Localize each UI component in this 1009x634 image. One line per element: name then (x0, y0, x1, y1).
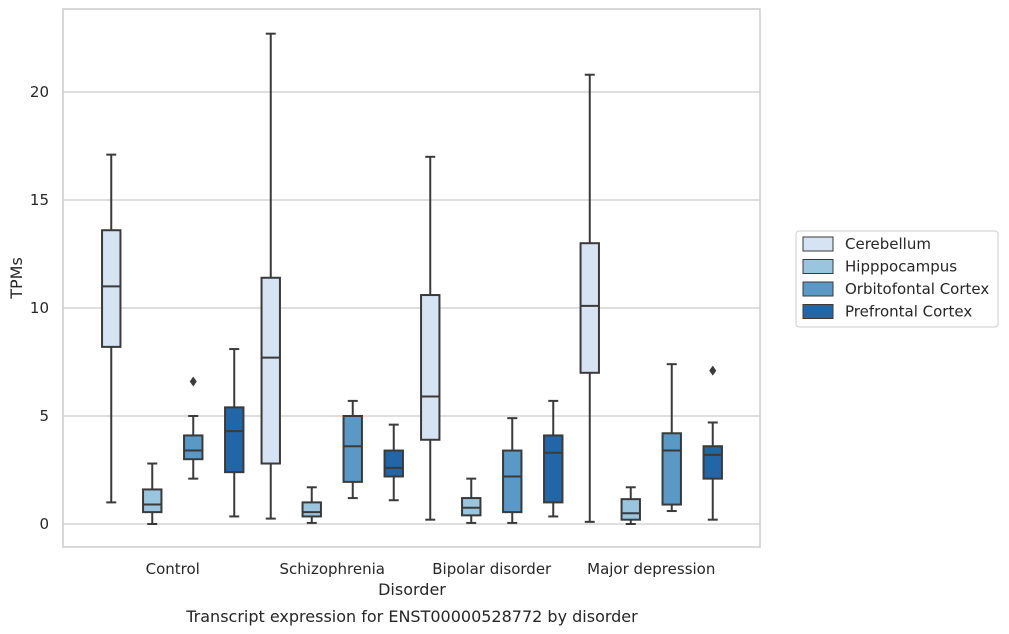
y-axis-ticks: 0 5 10 15 20 (30, 83, 49, 533)
legend-label: Prefrontal Cortex (845, 303, 972, 321)
x-axis-ticks: Control Schizophrenia Bipolar disorder Majo… (146, 560, 716, 578)
box-cerebellum (260, 32, 281, 520)
legend-frame (795, 230, 999, 328)
box-iqr (301, 501, 322, 518)
y-tick-label: 15 (30, 191, 49, 209)
legend-swatch (802, 236, 834, 252)
y-tick-label: 10 (30, 299, 49, 317)
y-axis-label: TPMs (7, 257, 26, 300)
outlier-point (709, 365, 717, 376)
box-cerebellum (579, 73, 600, 523)
x-tick-label: Control (146, 560, 200, 578)
x-axis-label: Disorder (378, 580, 446, 599)
box-orbitofontal-cortex (661, 363, 682, 513)
x-tick-label: Bipolar disorder (432, 560, 552, 578)
chart-caption: Transcript expression for ENST0000052877… (185, 607, 638, 626)
box-iqr (702, 445, 723, 480)
y-tick-label: 5 (39, 407, 49, 425)
y-tick-label: 0 (39, 515, 49, 533)
box-series (101, 32, 723, 525)
box-hipppocampus (461, 477, 482, 524)
box-iqr (101, 229, 122, 348)
box-iqr (142, 488, 163, 514)
box-iqr (420, 294, 441, 441)
legend-label: Hipppocampus (845, 258, 957, 276)
plot-frame (62, 8, 761, 548)
box-cerebellum (101, 153, 122, 504)
box-iqr (620, 498, 641, 521)
box-prefrontal-cortex (383, 423, 404, 502)
legend-swatch (802, 259, 834, 274)
box-orbitofontal-cortex (502, 417, 523, 524)
box-prefrontal-cortex (702, 365, 723, 521)
box-iqr (183, 434, 204, 461)
legend-label: Orbitofontal Cortex (845, 280, 989, 298)
box-orbitofontal-cortex (342, 399, 363, 500)
box-iqr (502, 449, 523, 514)
gridlines (63, 91, 760, 525)
box-cerebellum (420, 155, 441, 521)
box-iqr (543, 434, 564, 504)
box-iqr (224, 406, 245, 474)
legend-swatch (802, 304, 834, 319)
y-tick-label: 20 (30, 83, 49, 101)
box-prefrontal-cortex (224, 348, 245, 518)
legend-swatch (802, 281, 834, 297)
outlier-point (189, 376, 197, 387)
box-iqr (342, 415, 363, 483)
box-orbitofontal-cortex (183, 376, 204, 480)
box-iqr (461, 497, 482, 517)
legend-label: Cerebellum (845, 235, 931, 253)
box-prefrontal-cortex (543, 399, 564, 518)
x-tick-label: Major depression (587, 560, 715, 578)
box-hipppocampus (301, 486, 322, 524)
box-iqr (661, 432, 682, 506)
box-iqr (260, 276, 281, 465)
box-iqr (579, 242, 600, 374)
box-hipppocampus (142, 462, 163, 525)
x-tick-label: Schizophrenia (280, 560, 385, 578)
box-hipppocampus (620, 486, 641, 525)
legend: Cerebellum Hipppocampus Orbitofontal Corte… (795, 230, 999, 328)
box-iqr (383, 449, 404, 478)
